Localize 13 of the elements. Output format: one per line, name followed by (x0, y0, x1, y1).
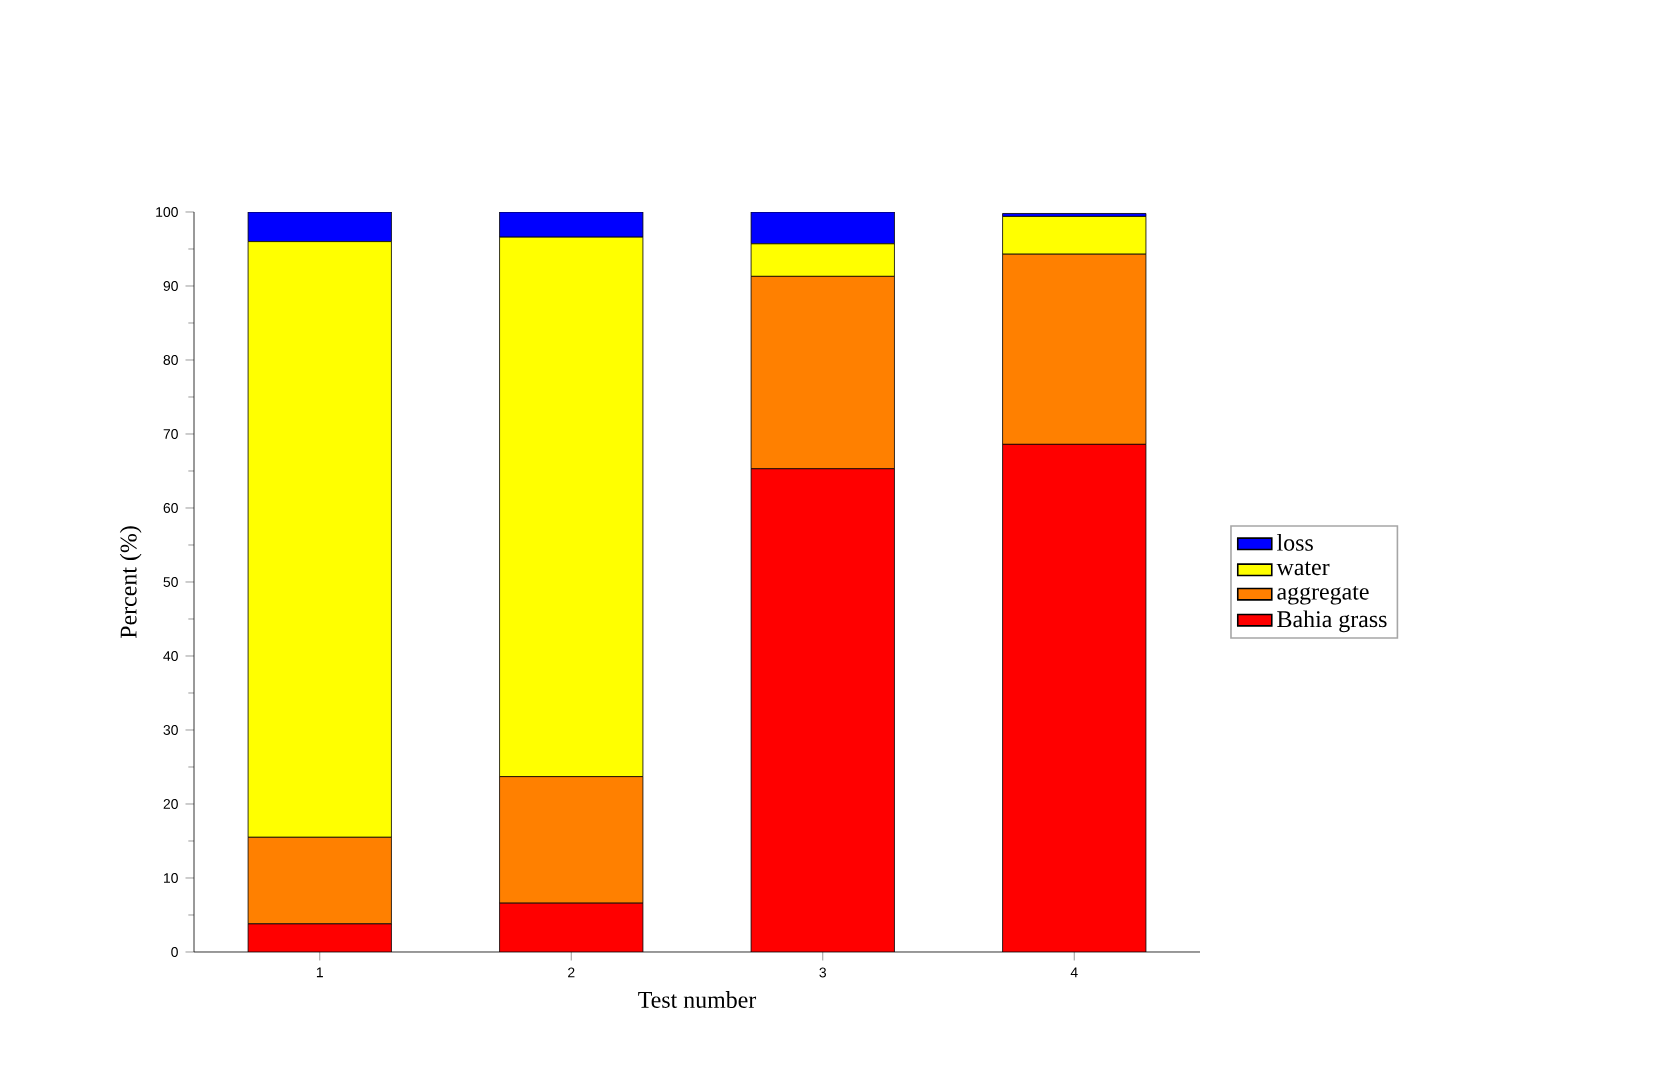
legend-label: water (1276, 561, 1330, 576)
bar (499, 211, 644, 238)
bar (247, 211, 392, 242)
bar (248, 923, 392, 952)
bar (750, 211, 895, 245)
bar (1002, 443, 1147, 952)
y-axis-title: Percent (%) (119, 526, 142, 639)
legend-label: Bahia grass (1277, 610, 1387, 633)
x-axis-title: Test number (638, 991, 757, 1008)
bar (751, 468, 895, 952)
bar (499, 903, 643, 952)
legend-label: aggregate (1277, 585, 1369, 605)
legend-label: loss (1277, 534, 1313, 551)
